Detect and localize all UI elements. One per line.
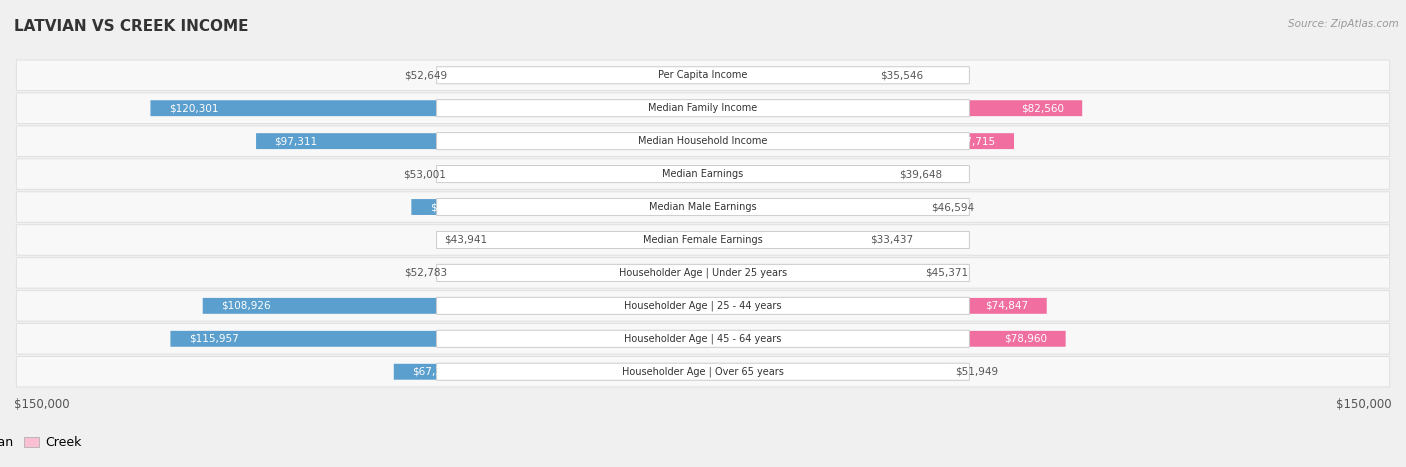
Text: $43,941: $43,941 <box>444 235 488 245</box>
FancyBboxPatch shape <box>461 67 703 83</box>
FancyBboxPatch shape <box>437 330 969 347</box>
FancyBboxPatch shape <box>437 133 969 150</box>
Text: $35,546: $35,546 <box>880 70 924 80</box>
FancyBboxPatch shape <box>437 363 969 380</box>
Text: $63,498: $63,498 <box>430 202 472 212</box>
Text: $67,715: $67,715 <box>952 136 995 146</box>
Text: $52,649: $52,649 <box>405 70 447 80</box>
Text: $51,949: $51,949 <box>956 367 998 377</box>
FancyBboxPatch shape <box>256 133 703 149</box>
FancyBboxPatch shape <box>501 232 703 248</box>
Text: $33,437: $33,437 <box>870 235 914 245</box>
Text: $150,000: $150,000 <box>1336 398 1392 411</box>
Text: $150,000: $150,000 <box>14 398 70 411</box>
Text: Householder Age | 45 - 64 years: Householder Age | 45 - 64 years <box>624 333 782 344</box>
FancyBboxPatch shape <box>703 67 866 83</box>
Text: Householder Age | Under 25 years: Householder Age | Under 25 years <box>619 268 787 278</box>
FancyBboxPatch shape <box>17 356 1389 387</box>
Text: $108,926: $108,926 <box>221 301 271 311</box>
Text: $115,957: $115,957 <box>188 334 239 344</box>
FancyBboxPatch shape <box>17 258 1389 288</box>
FancyBboxPatch shape <box>17 225 1389 255</box>
Text: Householder Age | 25 - 44 years: Householder Age | 25 - 44 years <box>624 301 782 311</box>
FancyBboxPatch shape <box>202 298 703 314</box>
Text: $82,560: $82,560 <box>1021 103 1064 113</box>
FancyBboxPatch shape <box>437 165 969 183</box>
FancyBboxPatch shape <box>703 166 886 182</box>
FancyBboxPatch shape <box>17 93 1389 123</box>
FancyBboxPatch shape <box>703 364 942 380</box>
Text: Source: ZipAtlas.com: Source: ZipAtlas.com <box>1288 19 1399 28</box>
Legend: Latvian, Creek: Latvian, Creek <box>0 432 87 454</box>
Text: Per Capita Income: Per Capita Income <box>658 70 748 80</box>
FancyBboxPatch shape <box>170 331 703 347</box>
FancyBboxPatch shape <box>412 199 703 215</box>
Text: $67,326: $67,326 <box>412 367 456 377</box>
FancyBboxPatch shape <box>460 166 703 182</box>
Text: $39,648: $39,648 <box>898 169 942 179</box>
FancyBboxPatch shape <box>17 290 1389 321</box>
Text: $53,001: $53,001 <box>404 169 446 179</box>
FancyBboxPatch shape <box>437 67 969 84</box>
Text: Median Household Income: Median Household Income <box>638 136 768 146</box>
Text: Median Female Earnings: Median Female Earnings <box>643 235 763 245</box>
Text: Median Family Income: Median Family Income <box>648 103 758 113</box>
FancyBboxPatch shape <box>703 133 1014 149</box>
Text: $78,960: $78,960 <box>1004 334 1047 344</box>
FancyBboxPatch shape <box>17 60 1389 91</box>
FancyBboxPatch shape <box>437 297 969 314</box>
Text: $97,311: $97,311 <box>274 136 318 146</box>
FancyBboxPatch shape <box>703 199 917 215</box>
FancyBboxPatch shape <box>17 159 1389 189</box>
FancyBboxPatch shape <box>394 364 703 380</box>
Text: Householder Age | Over 65 years: Householder Age | Over 65 years <box>621 367 785 377</box>
FancyBboxPatch shape <box>437 232 969 248</box>
Text: Median Male Earnings: Median Male Earnings <box>650 202 756 212</box>
FancyBboxPatch shape <box>703 100 1083 116</box>
Text: LATVIAN VS CREEK INCOME: LATVIAN VS CREEK INCOME <box>14 19 249 34</box>
FancyBboxPatch shape <box>703 232 856 248</box>
FancyBboxPatch shape <box>703 265 911 281</box>
FancyBboxPatch shape <box>703 331 1066 347</box>
Text: $46,594: $46,594 <box>931 202 974 212</box>
FancyBboxPatch shape <box>461 265 703 281</box>
FancyBboxPatch shape <box>17 126 1389 156</box>
FancyBboxPatch shape <box>437 198 969 216</box>
Text: $52,783: $52,783 <box>404 268 447 278</box>
FancyBboxPatch shape <box>17 192 1389 222</box>
FancyBboxPatch shape <box>437 264 969 282</box>
Text: $45,371: $45,371 <box>925 268 969 278</box>
Text: $74,847: $74,847 <box>986 301 1028 311</box>
Text: $120,301: $120,301 <box>169 103 218 113</box>
FancyBboxPatch shape <box>17 324 1389 354</box>
FancyBboxPatch shape <box>150 100 703 116</box>
FancyBboxPatch shape <box>703 298 1047 314</box>
FancyBboxPatch shape <box>437 99 969 117</box>
Text: Median Earnings: Median Earnings <box>662 169 744 179</box>
